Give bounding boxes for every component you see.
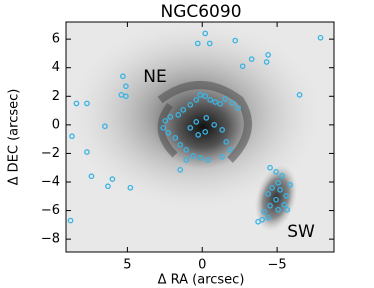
data-point xyxy=(202,129,209,135)
data-point xyxy=(219,154,226,160)
data-point xyxy=(269,185,276,191)
data-point xyxy=(232,37,239,44)
x-tick-label: 5 xyxy=(123,258,131,273)
data-point xyxy=(69,133,75,140)
data-point xyxy=(190,153,197,159)
data-point xyxy=(239,63,246,70)
data-point xyxy=(88,173,95,180)
data-point xyxy=(187,102,194,108)
data-point xyxy=(277,187,283,193)
x-tick-label: 0 xyxy=(198,258,206,273)
galaxy-image xyxy=(66,22,334,252)
data-point xyxy=(162,118,169,124)
data-point xyxy=(265,191,271,197)
data-point xyxy=(127,184,134,191)
data-point xyxy=(105,183,111,190)
data-point xyxy=(235,105,242,111)
data-point xyxy=(281,201,287,208)
y-tick-label: −8 xyxy=(41,232,60,247)
data-point xyxy=(317,34,324,41)
data-point xyxy=(267,164,273,171)
data-point xyxy=(212,99,219,105)
data-point xyxy=(102,123,108,130)
data-point xyxy=(123,83,129,90)
y-axis-label: Δ DEC (arcsec) xyxy=(7,89,22,186)
data-point xyxy=(205,157,212,163)
data-point xyxy=(229,100,236,106)
data-point xyxy=(248,56,255,62)
data-point xyxy=(183,157,190,163)
data-point xyxy=(172,135,179,141)
data-point xyxy=(202,30,209,37)
data-point xyxy=(195,132,202,138)
data-point xyxy=(261,208,267,215)
data-point xyxy=(283,193,289,199)
data-point xyxy=(197,155,204,161)
annotation: SW xyxy=(287,222,315,242)
data-point xyxy=(265,52,271,58)
data-point xyxy=(109,176,116,182)
data-point xyxy=(165,130,172,136)
y-tick-label: 4 xyxy=(52,60,60,75)
data-point xyxy=(273,169,279,175)
data-point xyxy=(273,196,279,203)
data-point xyxy=(193,119,200,125)
data-point xyxy=(287,182,293,188)
data-point xyxy=(177,142,184,148)
data-point xyxy=(167,114,174,120)
data-point xyxy=(223,139,230,145)
x-tick-label: −5 xyxy=(268,258,287,273)
data-point xyxy=(206,40,213,47)
data-point xyxy=(84,149,90,155)
y-tick-label: −4 xyxy=(41,175,60,190)
data-point xyxy=(177,167,184,173)
y-tick-label: −2 xyxy=(41,146,60,161)
data-point xyxy=(187,125,194,131)
y-tick-label: −6 xyxy=(41,203,60,218)
data-point xyxy=(284,206,290,213)
chart-title: NGC6090 xyxy=(160,2,241,22)
data-point xyxy=(202,93,209,100)
data-point xyxy=(207,97,214,103)
data-point xyxy=(275,206,282,213)
data-point xyxy=(267,202,273,209)
data-point xyxy=(180,107,187,113)
data-point xyxy=(197,92,204,98)
data-point xyxy=(222,96,229,102)
y-tick-label: 6 xyxy=(52,32,60,47)
data-point xyxy=(193,97,200,103)
annotation: NE xyxy=(143,67,166,87)
data-point xyxy=(219,127,226,133)
data-point xyxy=(211,122,218,128)
plot-frame xyxy=(65,21,335,253)
data-point xyxy=(275,180,282,186)
data-point xyxy=(203,115,210,121)
data-point xyxy=(194,40,201,47)
x-axis-label: Δ RA (arcsec) xyxy=(158,273,245,288)
data-point xyxy=(73,100,80,107)
y-tick-label: 2 xyxy=(52,89,60,104)
data-point xyxy=(265,214,271,221)
data-point xyxy=(175,112,182,118)
data-point xyxy=(255,218,261,225)
data-point xyxy=(123,93,129,100)
data-point xyxy=(183,147,190,153)
data-point xyxy=(67,217,74,224)
data-point xyxy=(227,147,234,153)
data-point xyxy=(279,173,285,179)
data-point xyxy=(263,59,270,65)
data-point xyxy=(160,125,167,131)
data-point xyxy=(296,92,303,98)
data-point xyxy=(120,73,126,80)
data-point xyxy=(217,101,224,107)
y-tick-label: 0 xyxy=(52,117,60,132)
data-point xyxy=(84,100,90,107)
